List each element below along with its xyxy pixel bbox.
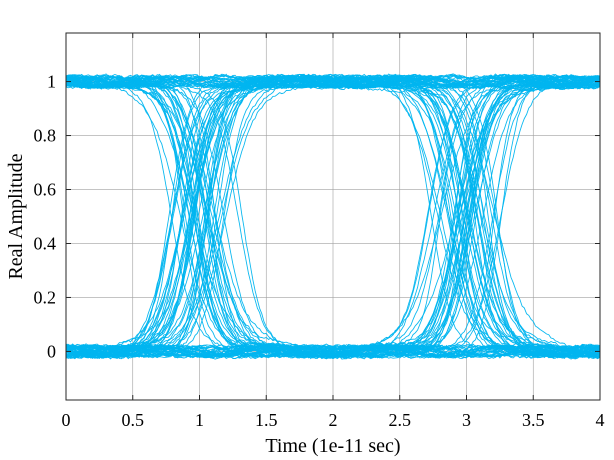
- eye-trace: [65, 76, 601, 357]
- y-tick-label: 0.2: [34, 287, 57, 307]
- x-tick-label: 1: [195, 410, 204, 430]
- y-tick-label: 0.6: [34, 180, 57, 200]
- eye-trace: [65, 80, 601, 358]
- eye-trace: [65, 74, 601, 89]
- eye-trace: [65, 74, 601, 360]
- y-tick-label: 0: [47, 341, 56, 361]
- x-tick-label: 2: [329, 410, 338, 430]
- x-tick-label: 3: [462, 410, 471, 430]
- y-tick-label: 0.4: [34, 233, 57, 253]
- eye-trace: [65, 74, 601, 358]
- eye-trace: [65, 75, 601, 357]
- x-tick-label: 3.5: [522, 410, 545, 430]
- eye-trace: [65, 75, 601, 358]
- eye-trace: [65, 75, 601, 358]
- eye-trace: [65, 75, 600, 359]
- y-tick-label: 0.8: [34, 126, 57, 146]
- eye-traces: [65, 73, 601, 360]
- axis-ticks: 0 0.5 1 1.5 2 2.5 3 3.5 4 0 0.2 0.4 0.6 0.8 1: [34, 33, 605, 430]
- eye-trace: [65, 75, 601, 359]
- eye-trace: [65, 75, 601, 360]
- x-tick-label: 0: [62, 410, 71, 430]
- eye-trace: [65, 75, 601, 358]
- x-tick-label: 2.5: [389, 410, 412, 430]
- eye-trace: [65, 75, 601, 358]
- x-tick-label: 0.5: [122, 410, 145, 430]
- x-tick-label: 4: [596, 410, 605, 430]
- y-axis-label: Real Amplitude: [5, 153, 27, 279]
- y-tick-label: 1: [47, 72, 56, 92]
- x-tick-label: 1.5: [255, 410, 278, 430]
- eye-trace: [65, 76, 601, 359]
- x-axis-label: Time (1e-11 sec): [265, 435, 400, 457]
